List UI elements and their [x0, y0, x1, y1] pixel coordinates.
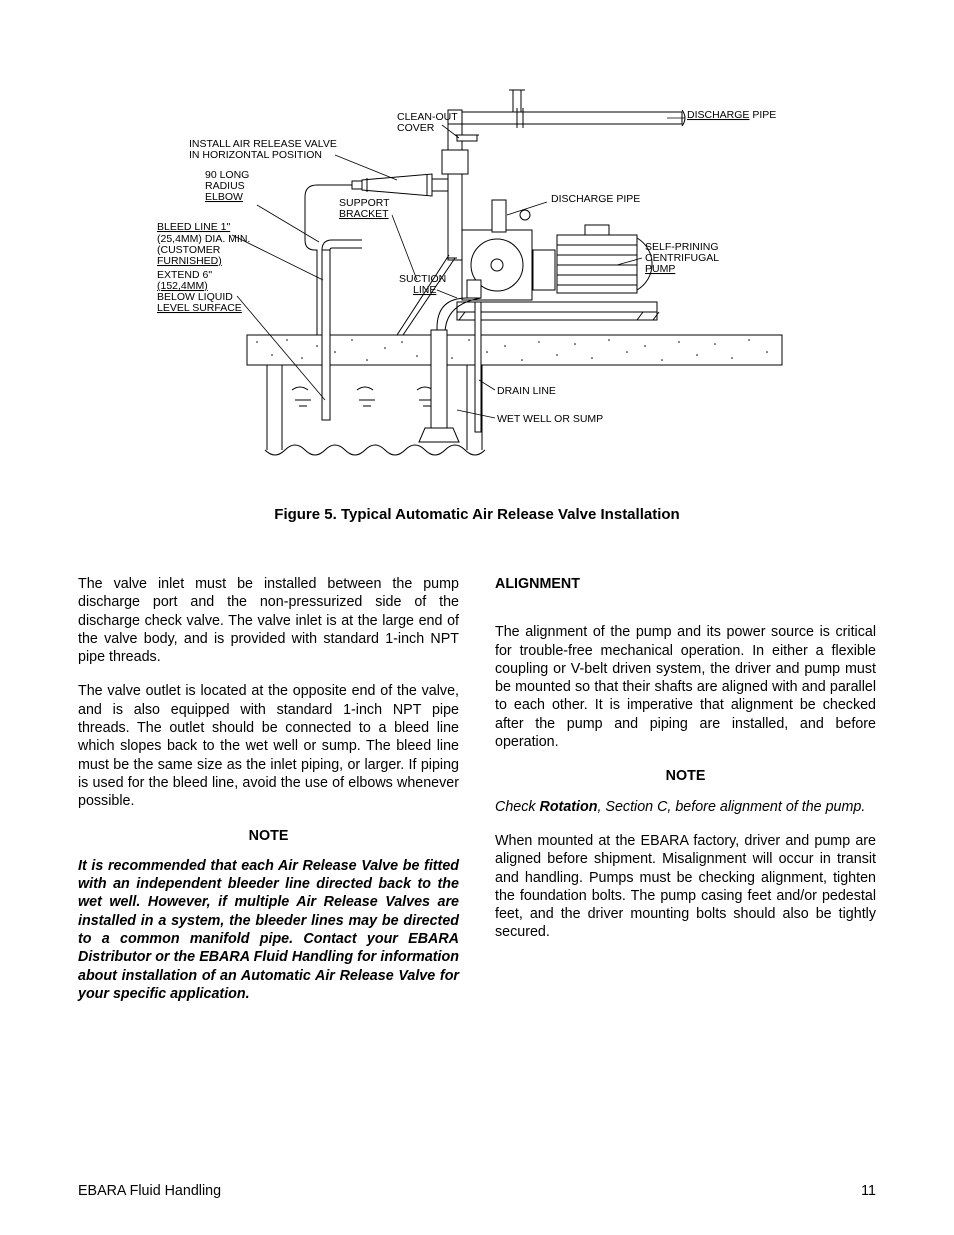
right-note-body: Check Rotation, Section C, before alignm… — [495, 798, 876, 816]
left-p1: The valve inlet must be installed betwee… — [78, 575, 459, 666]
alignment-heading: ALIGNMENT — [495, 575, 876, 593]
footer-left: EBARA Fluid Handling — [78, 1183, 221, 1199]
label-bleed-1: BLEED LINE 1" — [157, 221, 230, 233]
page-footer: EBARA Fluid Handling 11 — [78, 1183, 876, 1199]
left-p2: The valve outlet is located at the oppos… — [78, 682, 459, 810]
label-bleed-4: FURNISHED) — [157, 255, 222, 267]
right-note-heading: NOTE — [495, 767, 876, 785]
right-p2: When mounted at the EBARA factory, drive… — [495, 832, 876, 942]
label-extend-4: LEVEL SURFACE — [157, 302, 242, 314]
installation-diagram: CLEAN-OUT COVER DISCHARGE PIPE INSTALL A… — [97, 80, 857, 480]
label-discharge-pipe-mid: DISCHARGE PIPE — [551, 193, 640, 205]
label-install-valve-2: IN HORIZONTAL POSITION — [189, 149, 322, 161]
label-drain-line: DRAIN LINE — [497, 385, 556, 397]
left-note-body: It is recommended that each Air Release … — [78, 857, 459, 1003]
label-suction-2: LINE — [413, 284, 436, 296]
right-column: ALIGNMENT The alignment of the pump and … — [495, 575, 876, 1019]
label-elbow-3: ELBOW — [205, 191, 243, 203]
figure-caption: Figure 5. Typical Automatic Air Release … — [78, 506, 876, 523]
label-pump-3: PUMP — [645, 263, 675, 275]
page: CLEAN-OUT COVER DISCHARGE PIPE INSTALL A… — [0, 0, 954, 1235]
footer-page-number: 11 — [861, 1183, 876, 1199]
figure-area: CLEAN-OUT COVER DISCHARGE PIPE INSTALL A… — [78, 80, 876, 480]
text-columns: The valve inlet must be installed betwee… — [78, 575, 876, 1019]
left-note-heading: NOTE — [78, 827, 459, 845]
label-discharge-pipe-top: DISCHARGE PIPE — [687, 109, 776, 121]
left-column: The valve inlet must be installed betwee… — [78, 575, 459, 1019]
label-cleanout-2: COVER — [397, 122, 435, 134]
label-support-2: BRACKET — [339, 208, 389, 220]
label-wet-well: WET WELL OR SUMP — [497, 413, 603, 425]
right-p1: The alignment of the pump and its power … — [495, 623, 876, 751]
